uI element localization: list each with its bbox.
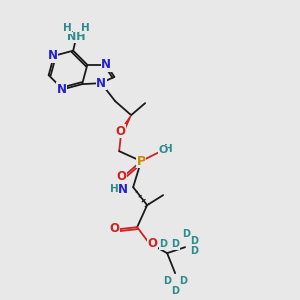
Text: D: D	[159, 239, 167, 249]
Text: N: N	[118, 183, 128, 196]
Text: D: D	[190, 236, 198, 246]
Text: D: D	[163, 276, 171, 286]
Text: D: D	[182, 229, 190, 239]
Text: O: O	[147, 237, 157, 250]
Text: NH: NH	[67, 32, 86, 42]
Polygon shape	[119, 115, 131, 134]
Text: H: H	[164, 144, 172, 154]
Text: P: P	[136, 154, 146, 168]
Text: H: H	[110, 184, 118, 194]
Text: D: D	[179, 276, 187, 286]
Text: D: D	[190, 246, 198, 256]
Text: N: N	[96, 76, 106, 90]
Text: H: H	[81, 23, 90, 33]
Text: N: N	[101, 58, 111, 71]
Text: D: D	[171, 286, 179, 296]
Text: H: H	[63, 23, 72, 33]
Text: D: D	[171, 239, 179, 249]
Text: O: O	[109, 222, 119, 235]
Text: N: N	[48, 50, 58, 62]
Text: O: O	[115, 124, 125, 138]
Text: O: O	[116, 169, 126, 183]
Text: O: O	[158, 145, 168, 155]
Text: N: N	[57, 83, 67, 96]
